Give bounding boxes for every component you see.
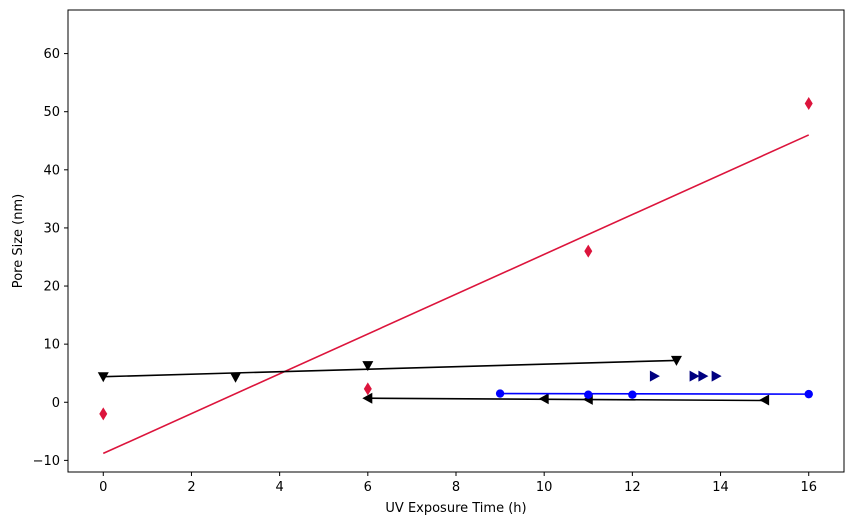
x-tick-label: 2 bbox=[187, 480, 195, 495]
series-line bbox=[103, 359, 677, 378]
series-line bbox=[500, 392, 809, 395]
x-tick-label: 8 bbox=[452, 480, 460, 495]
data-point bbox=[711, 370, 722, 382]
plot-frame bbox=[67, 9, 845, 473]
data-point bbox=[99, 407, 108, 421]
x-tick-label: 6 bbox=[364, 480, 372, 495]
series-layer bbox=[97, 97, 813, 455]
data-point bbox=[628, 390, 637, 399]
data-point bbox=[362, 392, 373, 404]
x-tick-label: 14 bbox=[712, 480, 729, 495]
data-point bbox=[363, 382, 372, 396]
data-point bbox=[698, 370, 709, 382]
y-tick-label: 60 bbox=[43, 47, 60, 62]
series-line bbox=[102, 134, 810, 455]
series-1 bbox=[102, 134, 810, 455]
data-point bbox=[584, 390, 593, 399]
x-tick-label: 12 bbox=[624, 480, 641, 495]
x-tick-label: 10 bbox=[536, 480, 553, 495]
y-tick-label: 0 bbox=[52, 396, 60, 411]
series-8 bbox=[649, 370, 722, 382]
series-3 bbox=[103, 359, 677, 378]
y-axis-label: Pore Size (nm) bbox=[11, 194, 26, 288]
series-5 bbox=[367, 397, 765, 402]
series-0 bbox=[99, 97, 813, 421]
series-line bbox=[367, 397, 765, 402]
y-tick-label: 10 bbox=[43, 338, 60, 353]
y-tick-label: 30 bbox=[43, 221, 60, 236]
data-point bbox=[97, 372, 109, 383]
data-point bbox=[584, 244, 593, 258]
data-point bbox=[804, 97, 813, 111]
series-7 bbox=[500, 392, 809, 395]
x-tick-label: 16 bbox=[800, 480, 817, 495]
data-point bbox=[689, 370, 700, 382]
y-tick-label: 50 bbox=[43, 105, 60, 120]
data-point bbox=[362, 361, 374, 372]
data-point bbox=[495, 389, 505, 398]
data-point bbox=[230, 372, 242, 383]
x-tick-label: 4 bbox=[275, 480, 283, 495]
x-axis-label: UV Exposure Time (h) bbox=[385, 501, 526, 516]
x-axis: 0 2 4 6 8 10 12 14 16 bbox=[99, 472, 817, 495]
y-tick-label: 20 bbox=[43, 280, 60, 295]
x-tick-label: 0 bbox=[99, 480, 107, 495]
data-point bbox=[649, 370, 660, 382]
y-tick-label: 40 bbox=[43, 163, 60, 178]
y-axis: −10 0 10 20 30 40 50 60 bbox=[33, 47, 68, 469]
y-tick-label: −10 bbox=[33, 454, 60, 469]
